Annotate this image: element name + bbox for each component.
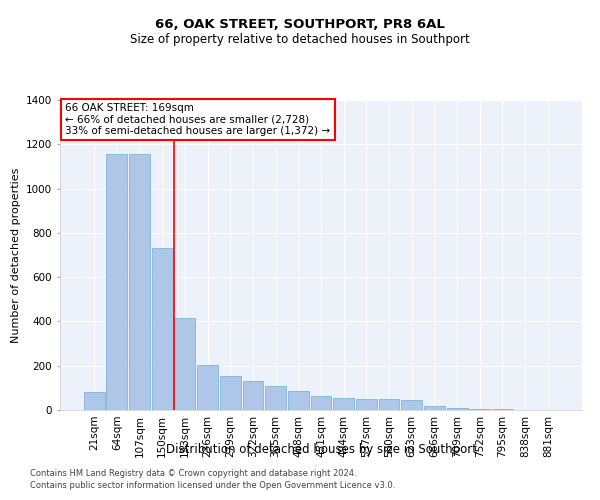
Bar — [84, 392, 104, 410]
Bar — [242, 381, 263, 410]
Text: Contains HM Land Registry data © Crown copyright and database right 2024.: Contains HM Land Registry data © Crown c… — [30, 468, 356, 477]
Bar — [379, 399, 400, 410]
Bar — [129, 154, 150, 410]
Bar — [424, 406, 445, 410]
Bar — [356, 399, 377, 410]
Bar — [333, 398, 354, 410]
Text: 66, OAK STREET, SOUTHPORT, PR8 6AL: 66, OAK STREET, SOUTHPORT, PR8 6AL — [155, 18, 445, 30]
Bar — [288, 391, 309, 410]
Bar — [175, 318, 196, 410]
Y-axis label: Number of detached properties: Number of detached properties — [11, 168, 20, 342]
Bar — [197, 364, 218, 410]
Bar — [311, 396, 331, 410]
Bar — [265, 386, 286, 410]
Bar — [469, 409, 490, 410]
Text: Size of property relative to detached houses in Southport: Size of property relative to detached ho… — [130, 32, 470, 46]
Text: 66 OAK STREET: 169sqm
← 66% of detached houses are smaller (2,728)
33% of semi-d: 66 OAK STREET: 169sqm ← 66% of detached … — [65, 103, 331, 136]
Bar — [446, 408, 467, 410]
Bar — [220, 376, 241, 410]
Text: Distribution of detached houses by size in Southport: Distribution of detached houses by size … — [166, 442, 476, 456]
Text: Contains public sector information licensed under the Open Government Licence v3: Contains public sector information licen… — [30, 481, 395, 490]
Bar — [106, 154, 127, 410]
Bar — [401, 400, 422, 410]
Bar — [152, 248, 173, 410]
